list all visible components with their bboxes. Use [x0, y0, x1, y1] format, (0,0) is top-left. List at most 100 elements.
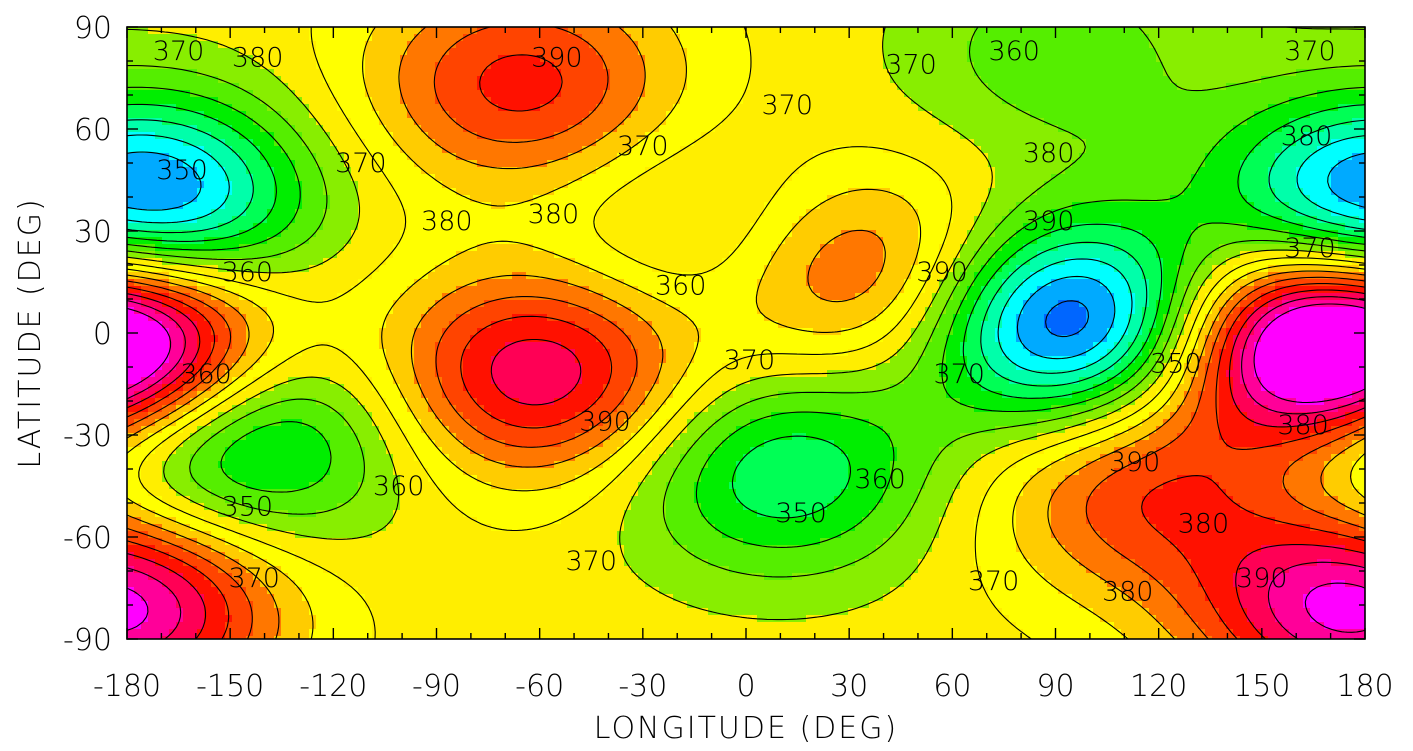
contour-fill-cell	[869, 69, 877, 77]
contour-fill-cell	[932, 139, 940, 147]
contour-fill-cell	[708, 202, 716, 210]
contour-fill-cell	[148, 223, 156, 231]
contour-fill-cell	[239, 223, 247, 231]
contour-fill-cell	[799, 167, 807, 175]
contour-fill-cell	[701, 167, 709, 175]
contour-fill-cell	[897, 181, 905, 189]
contour-fill-cell	[862, 55, 870, 63]
contour-fill-cell	[540, 202, 548, 210]
contour-fill-cell	[232, 125, 240, 133]
contour-fill-cell	[1058, 76, 1066, 84]
contour-fill-cell	[729, 202, 737, 210]
contour-fill-cell	[1079, 34, 1087, 42]
contour-fill-cell	[232, 62, 240, 70]
contour-fill-cell	[1023, 62, 1031, 70]
contour-fill-cell	[1009, 76, 1017, 84]
contour-fill-cell	[1135, 62, 1143, 70]
contour-fill-cell	[771, 153, 779, 161]
contour-fill-cell	[904, 216, 912, 224]
contour-fill-cell	[505, 125, 513, 133]
contour-fill-cell	[197, 62, 205, 70]
contour-fill-cell	[841, 118, 849, 126]
contour-fill-cell	[267, 55, 275, 63]
contour-fill-cell	[589, 174, 597, 182]
contour-fill-cell	[1226, 48, 1234, 56]
contour-fill-cell	[617, 48, 625, 56]
contour-fill-cell	[1156, 139, 1164, 147]
contour-fill-cell	[519, 55, 527, 63]
contour-fill-cell	[505, 139, 513, 147]
contour-fill-cell	[1086, 83, 1094, 91]
contour-fill-cell	[414, 139, 422, 147]
contour-fill-cell	[512, 90, 520, 98]
contour-fill-cell	[470, 83, 478, 91]
contour-fill-cell	[1072, 111, 1080, 119]
contour-fill-cell	[1359, 55, 1365, 63]
contour-fill-cell	[435, 160, 443, 168]
contour-fill-cell	[827, 118, 835, 126]
contour-fill-cell	[743, 188, 751, 196]
contour-fill-cell	[1212, 62, 1220, 70]
contour-fill-cell	[610, 146, 618, 154]
contour-fill-cell	[456, 167, 464, 175]
contour-fill-cell	[925, 97, 933, 105]
contour-fill-cell	[834, 41, 842, 49]
contour-fill-cell	[1170, 209, 1178, 217]
contour-fill-cell	[155, 118, 163, 126]
contour-fill-cell	[1275, 76, 1283, 84]
contour-fill-cell	[379, 34, 387, 42]
contour-fill-cell	[617, 97, 625, 105]
contour-fill-cell	[624, 216, 632, 224]
contour-fill-cell	[1079, 160, 1087, 168]
contour-fill-cell	[232, 209, 240, 217]
contour-fill-cell	[344, 174, 352, 182]
contour-fill-cell	[960, 181, 968, 189]
contour-fill-cell	[1345, 90, 1353, 98]
contour-fill-cell	[855, 195, 863, 203]
contour-fill-cell	[1114, 195, 1122, 203]
contour-fill-cell	[386, 34, 394, 42]
contour-fill-cell	[176, 139, 184, 147]
contour-fill-cell	[155, 195, 163, 203]
contour-fill-cell	[176, 27, 184, 35]
contour-fill-cell	[603, 174, 611, 182]
contour-fill-cell	[715, 55, 723, 63]
contour-fill-cell	[1107, 160, 1115, 168]
contour-fill-cell	[1093, 202, 1101, 210]
contour-fill-cell	[463, 216, 471, 224]
contour-fill-cell	[274, 55, 282, 63]
contour-fill-cell	[834, 83, 842, 91]
contour-fill-cell	[449, 69, 457, 77]
contour-fill-cell	[428, 34, 436, 42]
contour-fill-cell	[309, 118, 317, 126]
contour-fill-cell	[561, 132, 569, 140]
contour-fill-cell	[764, 90, 772, 98]
contour-fill-cell	[358, 146, 366, 154]
contour-fill-cell	[1121, 139, 1129, 147]
contour-fill-cell	[582, 76, 590, 84]
contour-fill-cell	[330, 181, 338, 189]
contour-fill-cell	[967, 167, 975, 175]
contour-fill-cell	[750, 195, 758, 203]
contour-fill-cell	[1240, 27, 1248, 35]
contour-fill-cell	[197, 216, 205, 224]
contour-fill-cell	[631, 48, 639, 56]
contour-fill-cell	[841, 181, 849, 189]
contour-fill-cell	[631, 174, 639, 182]
contour-fill-cell	[813, 167, 821, 175]
contour-fill-cell	[575, 48, 583, 56]
contour-fill-cell	[351, 104, 359, 112]
contour-fill-cell	[1331, 27, 1339, 35]
contour-fill-cell	[1261, 188, 1269, 196]
contour-fill-cell	[918, 41, 926, 49]
contour-fill-cell	[281, 132, 289, 140]
contour-fill-cell	[1072, 209, 1080, 217]
contour-fill-cell	[1065, 146, 1073, 154]
contour-fill-cell	[1051, 174, 1059, 182]
contour-fill-cell	[988, 104, 996, 112]
contour-fill-cell	[617, 167, 625, 175]
contour-fill-cell	[1135, 160, 1143, 168]
contour-fill-cell	[1065, 83, 1073, 91]
contour-fill-cell	[1338, 118, 1346, 126]
contour-fill-cell	[1002, 202, 1010, 210]
